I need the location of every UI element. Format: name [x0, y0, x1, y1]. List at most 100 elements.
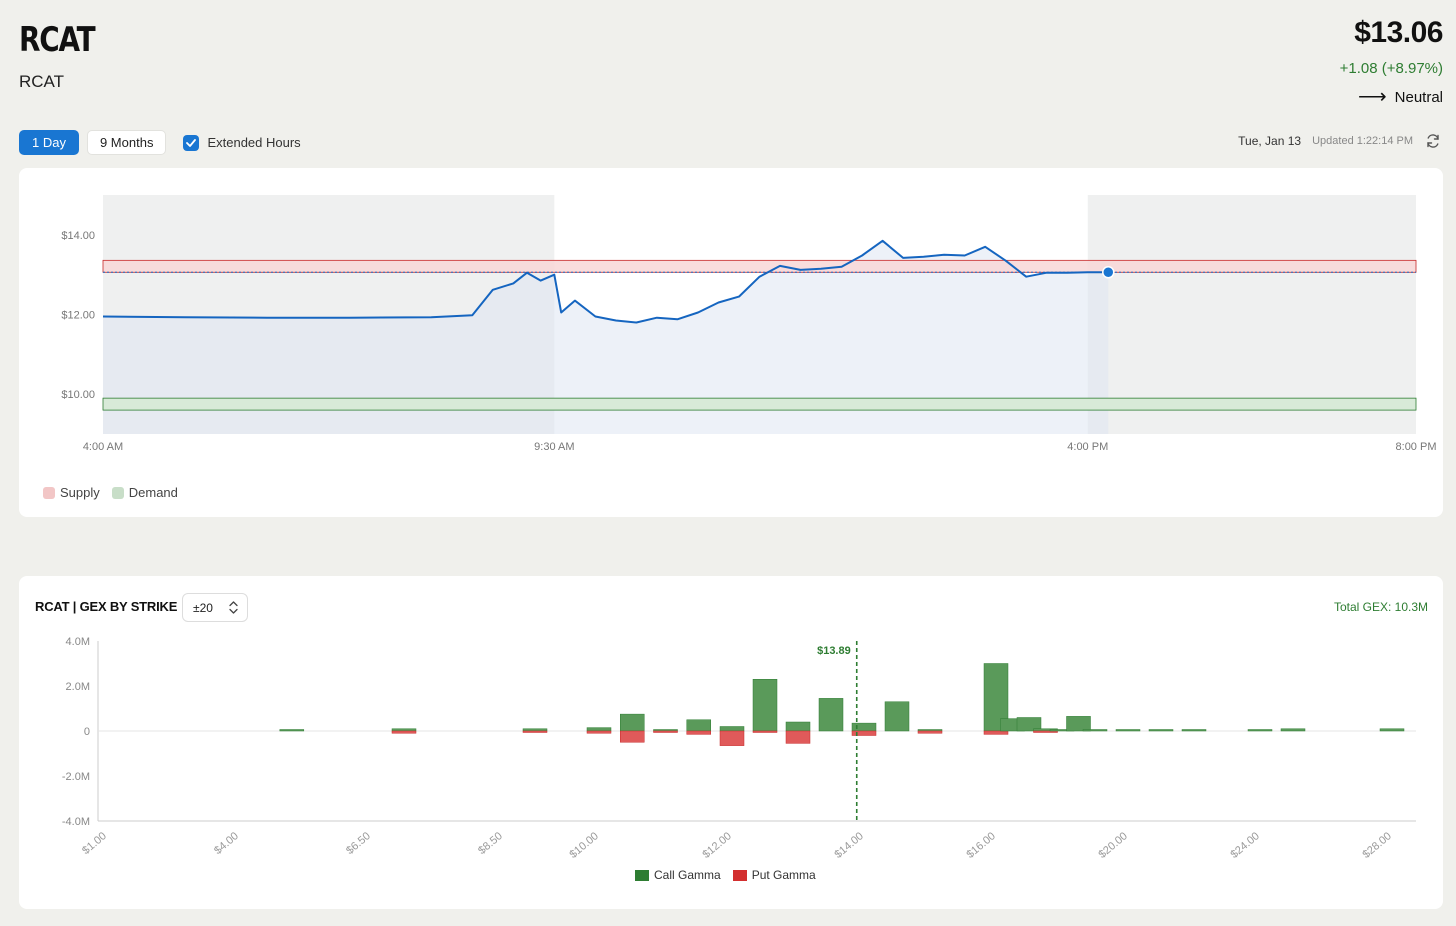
- legend-label-put-gamma: Put Gamma: [751, 868, 816, 882]
- put-gamma-bar: [620, 730, 645, 743]
- y-tick-label: -4.0M: [62, 816, 90, 828]
- put-gamma-bar: [851, 730, 877, 736]
- strike-range-value: ±20: [193, 600, 213, 615]
- range-button-9-months[interactable]: 9 Months: [86, 130, 167, 155]
- price-chart-card: $14.00 $12.00 $10.00 4:00 AM 9:30 AM 4:00 PM 8…: [19, 168, 1443, 517]
- y-tick-label: 2.0M: [66, 681, 90, 693]
- call-gamma-bar: [391, 728, 417, 732]
- gex-chart[interactable]: 4.0M 2.0M 0 -2.0M -4.0M $1.00 $4.00 $6.50 $8.50 $…: [19, 616, 1443, 906]
- spot-price-label: $13.89: [817, 645, 851, 657]
- chart-controls: 1 Day 9 Months Extended Hours: [19, 130, 301, 155]
- call-gamma-bar: [279, 729, 305, 732]
- gamma-legend: Call Gamma Put Gamma: [635, 868, 816, 882]
- x-tick-label: $16.00: [964, 830, 997, 861]
- chart-date: Tue, Jan 13: [1238, 134, 1302, 148]
- put-gamma-bar: [391, 730, 417, 734]
- put-gamma-bar: [983, 730, 1009, 735]
- put-gamma-bar: [917, 730, 943, 734]
- zone-legend: Supply Demand: [43, 485, 178, 500]
- put-gamma-bar: [586, 730, 612, 734]
- sentiment-indicator: ⟶ Neutral: [1357, 86, 1443, 108]
- price-change: +1.08 (+8.97%): [1339, 60, 1443, 77]
- sentiment-label: Neutral: [1394, 89, 1443, 106]
- y-tick-label: $14.00: [61, 230, 95, 242]
- legend-item-call-gamma: Call Gamma: [635, 868, 721, 882]
- x-tick-label: $14.00: [832, 830, 865, 861]
- supply-zone: [102, 259, 1417, 273]
- x-tick-label: $1.00: [80, 830, 109, 857]
- call-gamma-bar: [620, 713, 645, 732]
- call-gamma-bar: [752, 679, 778, 732]
- call-gamma-bar: [1016, 717, 1042, 732]
- call-gamma-bar: [1066, 716, 1091, 732]
- call-gamma-bar: [851, 722, 877, 732]
- company-name: RCAT: [19, 72, 65, 91]
- x-tick-label: 9:30 AM: [534, 441, 574, 453]
- call-gamma-bar: [1280, 728, 1306, 732]
- legend-label-demand: Demand: [128, 485, 178, 500]
- call-gamma-bar: [719, 726, 745, 732]
- put-gamma-swatch: [732, 869, 747, 881]
- strike-range-select[interactable]: ±20: [182, 593, 248, 622]
- put-gamma-bar: [522, 730, 548, 733]
- current-price: $13.06: [1354, 16, 1443, 49]
- range-button-1-day[interactable]: 1 Day: [19, 130, 79, 155]
- y-tick-label: $12.00: [61, 310, 95, 322]
- demand-swatch: [111, 486, 124, 499]
- call-gamma-bar: [1082, 729, 1108, 732]
- put-gamma-bar: [719, 730, 745, 746]
- x-tick-label: $12.00: [700, 830, 733, 861]
- demand-zone: [102, 397, 1417, 411]
- gex-card: RCAT | GEX BY STRIKE ±20 Total GEX: 10.3…: [19, 576, 1443, 909]
- x-tick-label: $4.00: [212, 830, 241, 857]
- chart-meta: Tue, Jan 13 Updated 1:22:14 PM: [1238, 132, 1442, 150]
- x-tick-label: $10.00: [567, 830, 600, 861]
- x-tick-label: $20.00: [1096, 830, 1129, 861]
- call-gamma-bar: [1148, 729, 1174, 732]
- refresh-icon[interactable]: [1424, 132, 1442, 150]
- total-gex: Total GEX: 10.3M: [1333, 600, 1428, 614]
- put-gamma-bar: [653, 730, 678, 733]
- ticker-symbol: RCAT: [19, 20, 96, 60]
- last-updated: Updated 1:22:14 PM: [1312, 135, 1413, 147]
- x-tick-label: $28.00: [1360, 830, 1393, 861]
- price-area-fill: [103, 240, 1109, 434]
- call-gamma-bar: [818, 698, 844, 732]
- supply-swatch: [43, 486, 55, 499]
- gex-title: RCAT | GEX BY STRIKE: [35, 599, 178, 614]
- call-gamma-bar: [1247, 729, 1273, 732]
- legend-label-call-gamma: Call Gamma: [654, 868, 721, 882]
- call-gamma-bar: [1181, 729, 1207, 732]
- x-tick-label: $6.50: [344, 830, 373, 857]
- y-tick-label: 0: [84, 726, 90, 738]
- current-price-dot: [1102, 266, 1115, 279]
- x-tick-label: 4:00 PM: [1067, 441, 1108, 453]
- extended-hours-label: Extended Hours: [207, 135, 301, 150]
- call-gamma-bar: [785, 721, 811, 732]
- put-gamma-bar: [686, 730, 711, 735]
- call-gamma-bar: [1115, 729, 1141, 732]
- call-gamma-bar: [884, 701, 910, 732]
- call-gamma-bar: [686, 719, 711, 732]
- extended-hours-toggle[interactable]: Extended Hours: [183, 134, 301, 151]
- put-gamma-bar: [1033, 730, 1058, 733]
- chevron-up-down-icon: [229, 601, 238, 614]
- x-tick-label: 8:00 PM: [1396, 441, 1437, 453]
- price-chart[interactable]: $14.00 $12.00 $10.00 4:00 AM 9:30 AM 4:00 PM 8…: [19, 168, 1443, 468]
- call-gamma-bar: [522, 728, 548, 732]
- x-tick-label: $24.00: [1228, 830, 1261, 861]
- checkbox-checked-icon[interactable]: [183, 134, 200, 151]
- price-line: [102, 239, 1109, 324]
- put-gamma-bar: [785, 730, 811, 744]
- y-tick-label: -2.0M: [62, 771, 90, 783]
- arrow-right-icon: ⟶: [1357, 86, 1387, 108]
- legend-item-put-gamma: Put Gamma: [732, 868, 816, 882]
- y-tick-label: $10.00: [61, 389, 95, 401]
- call-gamma-bar: [1379, 728, 1405, 732]
- call-gamma-bar: [586, 727, 612, 732]
- legend-item-supply: Supply: [43, 485, 100, 500]
- legend-label-supply: Supply: [60, 485, 100, 500]
- legend-item-demand: Demand: [111, 485, 178, 500]
- x-tick-label: $8.50: [476, 830, 505, 857]
- y-tick-label: 4.0M: [66, 636, 90, 648]
